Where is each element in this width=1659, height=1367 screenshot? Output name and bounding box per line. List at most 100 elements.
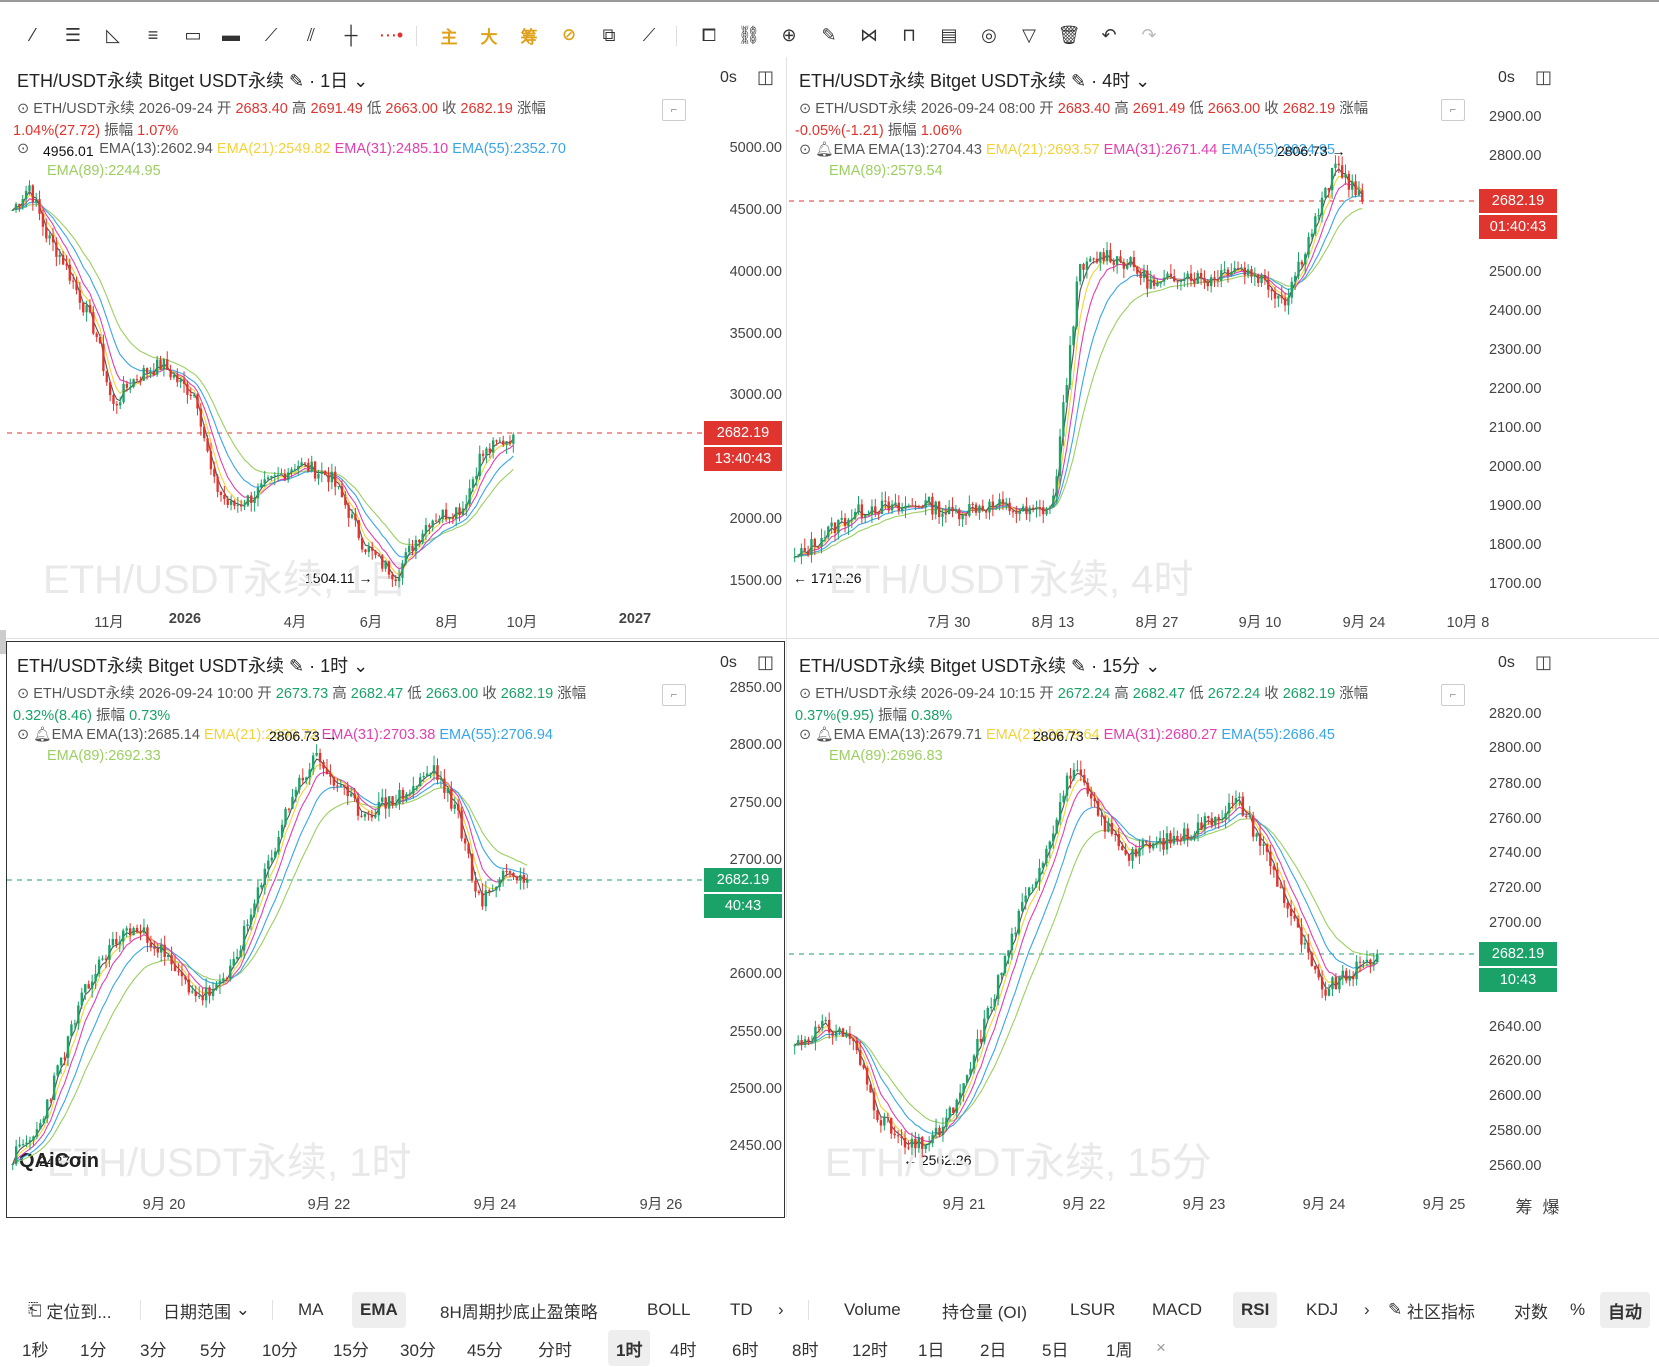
main-indicator-button[interactable]: 主	[440, 27, 458, 47]
parallel-lines-icon[interactable]: ≡	[147, 24, 159, 45]
chevron-down-icon[interactable]: ⌄	[353, 71, 369, 91]
collapse-info-button[interactable]: ⌐	[1441, 684, 1465, 706]
price-axis[interactable]: 2900.00 2800.00 2500.00 2400.00 2300.00 …	[1479, 57, 1559, 635]
magnet-icon[interactable]: ⋈	[860, 24, 878, 45]
period-label[interactable]: 15分	[1102, 656, 1141, 676]
trash-icon[interactable]: 🗑	[1057, 24, 1081, 45]
period-10[interactable]: 4时	[670, 1340, 697, 1360]
bell-icon[interactable]: 🔔︎	[815, 727, 834, 743]
link-icon[interactable]: ⛓	[737, 24, 761, 45]
period-0[interactable]: 1秒	[22, 1340, 49, 1360]
chevron-down-icon[interactable]: ⌄	[1145, 656, 1161, 676]
layout-icon[interactable]: ◫	[1535, 67, 1553, 87]
time-axis[interactable]: 9月 21 9月 22 9月 23 9月 24 9月 25 筹 爆	[789, 1193, 1560, 1217]
sub-lsur[interactable]: LSUR	[1070, 1300, 1116, 1319]
undo-icon[interactable]: ↶	[1101, 24, 1117, 45]
period-9[interactable]: 1时	[608, 1330, 651, 1366]
percent-scale-toggle[interactable]: %	[1570, 1300, 1586, 1319]
candlestick-chart[interactable]	[7, 57, 704, 607]
bell-icon[interactable]: 🔔︎	[33, 727, 52, 743]
chips-corner-label[interactable]: 筹	[1515, 1198, 1533, 1217]
collapse-circle-icon[interactable]: ⊙	[17, 141, 30, 157]
collapse-circle-icon[interactable]: ⊙	[17, 686, 30, 702]
filter-icon[interactable]: ▽	[1022, 24, 1036, 45]
period-15[interactable]: 2日	[980, 1340, 1007, 1360]
period-label[interactable]: 1时	[320, 656, 349, 676]
price-axis[interactable]: 2850.00 2800.00 2750.00 2700.00 2600.00 …	[704, 642, 784, 1217]
collapse-circle-icon[interactable]: ⊙	[799, 142, 812, 158]
compare-icon[interactable]: ⧉	[602, 24, 616, 45]
indicator-boll[interactable]: BOLL	[647, 1300, 691, 1319]
edit-icon[interactable]: ✎	[289, 656, 305, 676]
ratio-icon[interactable]: ⊘	[561, 25, 577, 44]
chips-button[interactable]: 筹	[520, 27, 538, 47]
price-axis[interactable]: 5000.00 4500.00 4000.00 3500.00 3000.00 …	[704, 57, 784, 635]
zoom-icon[interactable]: ⊕	[781, 24, 797, 45]
time-axis[interactable]: 7月 30 8月 13 8月 27 9月 10 9月 24 10月 8	[789, 611, 1559, 633]
community-indicators-button[interactable]: ✎ 社区指标	[1388, 1292, 1475, 1328]
left-scroll-handle[interactable]	[0, 630, 6, 654]
measure-icon[interactable]: ⟋	[642, 24, 656, 45]
chevron-down-icon[interactable]: ⌄	[353, 656, 369, 676]
log-scale-toggle[interactable]: 对数	[1514, 1302, 1548, 1322]
chart-panel-15m[interactable]: ETH/USDT永续 Bitget USDT永续 ✎ · 15分 ⌄ 0s ◫ …	[789, 642, 1559, 1217]
chart-panel-4h[interactable]: ETH/USDT永续 Bitget USDT永续 ✎ · 4时 ⌄ 0s ◫ ⊙…	[789, 57, 1559, 635]
indicator-ma[interactable]: MA	[298, 1300, 324, 1319]
bell-icon[interactable]: 🔔︎	[815, 142, 834, 158]
period-5[interactable]: 15分	[333, 1340, 369, 1360]
lock-icon[interactable]: ⊓	[901, 24, 917, 45]
more-sub-indicators[interactable]: ›	[1364, 1300, 1370, 1319]
indicator-8h-strategy[interactable]: 8H周期抄底止盈策略	[440, 1302, 598, 1322]
period-13[interactable]: 12时	[852, 1340, 888, 1360]
chevron-down-icon[interactable]: ⌄	[1135, 71, 1151, 91]
chart-panel-1d[interactable]: ETH/USDT永续 Bitget USDT永续 ✎ · 1日 ⌄ 0s ◫ ⊙…	[7, 57, 784, 635]
more-main-indicators[interactable]: ›	[778, 1300, 784, 1319]
sub-volume[interactable]: Volume	[844, 1300, 901, 1319]
period-1[interactable]: 1分	[80, 1340, 107, 1360]
layout-icon[interactable]: ◫	[1535, 652, 1553, 672]
panel-title[interactable]: ETH/USDT永续 Bitget USDT永续 ✎ · 15分 ⌄	[799, 656, 1161, 676]
indicator-ema[interactable]: EMA	[352, 1292, 406, 1328]
period-14[interactable]: 1日	[918, 1340, 945, 1360]
template-icon[interactable]: ▤	[940, 24, 958, 45]
layout-icon[interactable]: ◫	[757, 67, 775, 87]
collapse-circle-icon[interactable]: ⊙	[799, 101, 812, 117]
period-11[interactable]: 6时	[732, 1340, 759, 1360]
collapse-circle-icon[interactable]: ⊙	[799, 727, 812, 743]
edit-icon[interactable]: ✎	[1071, 656, 1087, 676]
collapse-circle-icon[interactable]: ⊙	[17, 727, 30, 743]
big-order-button[interactable]: 大	[480, 27, 498, 47]
candlestick-chart[interactable]	[7, 642, 704, 1192]
ruler-icon[interactable]: ▬	[222, 24, 240, 45]
period-label[interactable]: 1日	[320, 71, 349, 91]
layout-icon[interactable]: ◫	[757, 652, 775, 672]
angle-tool-icon[interactable]: ◺	[106, 24, 120, 45]
indicator-td[interactable]: TD	[730, 1300, 753, 1319]
chart-panel-1h[interactable]: ETH/USDT永续 Bitget USDT永续 ✎ · 1时 ⌄ 0s ◫ ⊙…	[6, 641, 785, 1218]
visibility-icon[interactable]: ◎	[981, 24, 997, 45]
panel-divider[interactable]	[786, 57, 787, 1217]
panel-divider[interactable]	[0, 638, 1659, 639]
edit-icon[interactable]: ✎	[289, 71, 305, 91]
period-label[interactable]: 4时	[1102, 71, 1131, 91]
period-6[interactable]: 30分	[400, 1340, 436, 1360]
collapse-info-button[interactable]: ⌐	[662, 99, 686, 121]
period-8[interactable]: 分时	[538, 1340, 572, 1360]
period-4[interactable]: 10分	[262, 1340, 298, 1360]
period-2[interactable]: 3分	[140, 1340, 167, 1360]
price-axis[interactable]: 2820.00 2800.00 2780.00 2760.00 2740.00 …	[1479, 642, 1559, 1217]
panel-title[interactable]: ETH/USDT永续 Bitget USDT永续 ✎ · 1时 ⌄	[17, 656, 369, 676]
sub-macd[interactable]: MACD	[1152, 1300, 1203, 1319]
copy-icon[interactable]: ⧠	[701, 24, 717, 45]
period-16[interactable]: 5日	[1042, 1340, 1069, 1360]
candlestick-chart[interactable]	[789, 642, 1479, 1192]
dot-line-icon[interactable]: ⋯•	[378, 24, 404, 45]
locate-button[interactable]: ⎗ 定位到...	[28, 1292, 112, 1328]
collapse-circle-icon[interactable]: ⊙	[799, 686, 812, 702]
channel-tool-icon[interactable]: ⫽	[306, 24, 316, 45]
collapse-info-button[interactable]: ⌐	[662, 684, 686, 706]
sub-rsi[interactable]: RSI	[1233, 1292, 1278, 1328]
rectangle-icon[interactable]: ▭	[184, 24, 202, 45]
panel-title[interactable]: ETH/USDT永续 Bitget USDT永续 ✎ · 1日 ⌄	[17, 71, 369, 91]
liquidation-corner-label[interactable]: 爆	[1542, 1198, 1560, 1217]
